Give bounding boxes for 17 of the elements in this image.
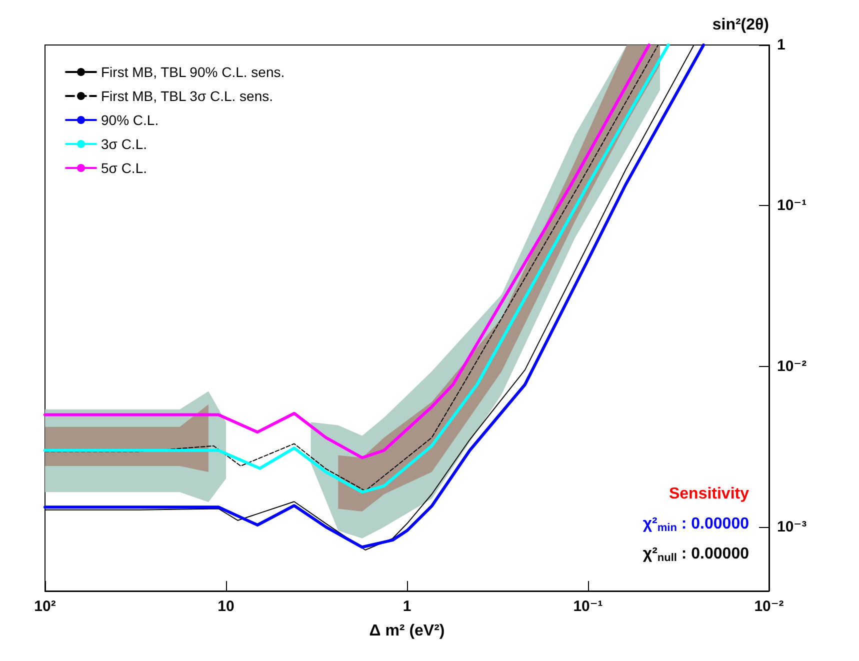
- legend-label: 3σ C.L.: [101, 136, 147, 152]
- x-tick-label: 10⁻²: [754, 598, 784, 615]
- y-axis-title: sin²(2θ): [712, 16, 769, 34]
- y-tick-label: 10⁻²: [777, 358, 807, 375]
- y-tick-label: 10⁻³: [777, 518, 807, 536]
- legend-label: First MB, TBL 3σ C.L. sens.: [101, 88, 274, 104]
- legend-label: First MB, TBL 90% C.L. sens.: [101, 64, 285, 80]
- annotation: Sensitivity: [668, 486, 750, 502]
- x-tick-label: 10²: [34, 598, 56, 615]
- legend-label: 90% C.L.: [101, 112, 159, 128]
- y-tick-label: 10⁻¹: [777, 197, 807, 214]
- y-tick-label: 1: [777, 36, 786, 54]
- x-axis-title: Δ m² (eV²): [369, 622, 445, 640]
- x-tick-label: 10: [218, 598, 234, 615]
- legend-label: 5σ C.L.: [101, 160, 147, 176]
- x-tick-label: 1: [402, 598, 412, 615]
- x-tick-label: 10⁻¹: [573, 598, 603, 615]
